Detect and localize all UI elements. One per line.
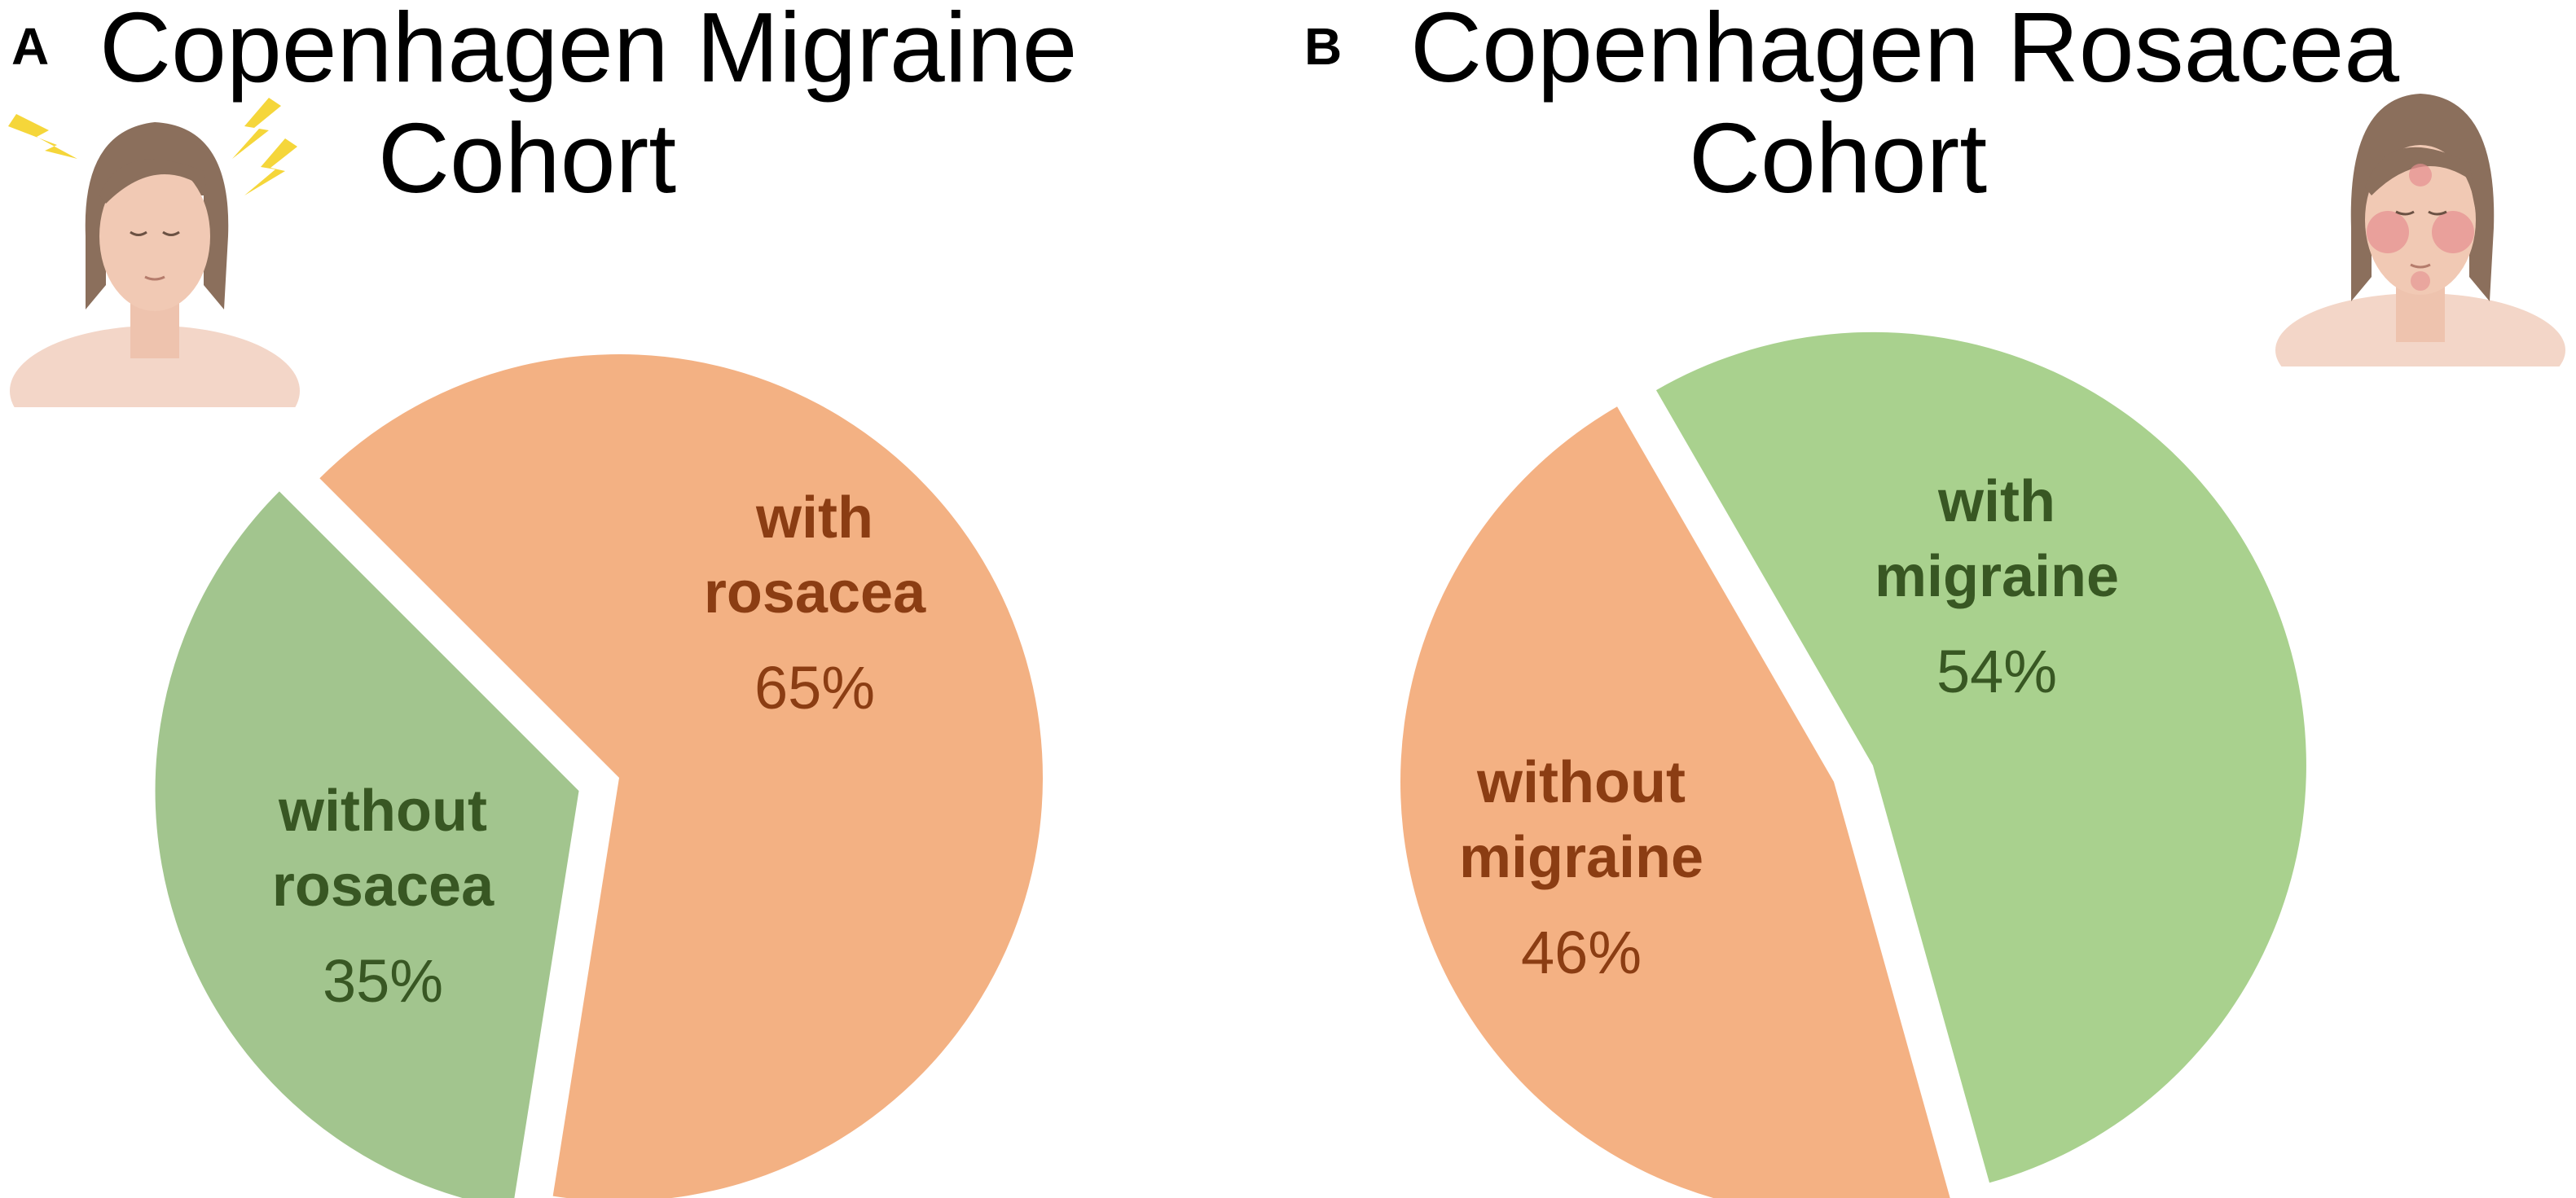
pie-slice — [1400, 406, 1950, 1198]
title-line1: Copenhagen Rosacea — [1410, 0, 2400, 103]
title-line2: Cohort — [1688, 103, 1988, 213]
migraine-woman-icon — [8, 98, 300, 407]
panel-title: Copenhagen Rosacea Cohort — [1410, 0, 2400, 213]
slice-value-label: 35% — [323, 947, 443, 1015]
slice-label: without — [1476, 750, 1686, 815]
slice-value-label: 46% — [1521, 919, 1642, 986]
slice-label: rosacea — [704, 560, 926, 625]
pie-slice — [155, 491, 579, 1198]
rosacea-woman-icon — [2275, 94, 2565, 366]
title-line1: Copenhagen Migraine — [99, 0, 1078, 103]
pie-chart: with migraine 54% without migraine 46% — [1400, 331, 2306, 1198]
panel-letter: A — [11, 17, 50, 76]
panel-a: A Copenhagen Migraine Cohort with rosacea… — [8, 0, 1078, 1198]
panel-b: B Copenhagen Rosacea Cohort with migraine… — [1288, 0, 2576, 1198]
pie-slice — [1655, 331, 2306, 1183]
slice-value-label: 65% — [754, 654, 875, 722]
slice-label: rosacea — [272, 854, 495, 919]
slice-value-label: 54% — [1936, 638, 2057, 705]
slice-label: with — [1937, 469, 2055, 534]
slice-label: migraine — [1459, 825, 1703, 890]
panel-letter: B — [1304, 17, 1343, 76]
pie-slice — [319, 354, 1043, 1198]
slice-label: migraine — [1875, 544, 2119, 609]
slice-label: without — [278, 779, 487, 844]
slice-label: with — [755, 485, 873, 551]
title-line2: Cohort — [377, 103, 677, 213]
panel-title: Copenhagen Migraine Cohort — [99, 0, 1078, 213]
pie-chart: with rosacea 65% without rosacea 35% — [155, 354, 1043, 1198]
